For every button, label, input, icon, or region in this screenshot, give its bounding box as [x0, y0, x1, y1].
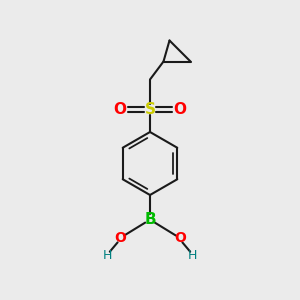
Text: B: B	[144, 212, 156, 226]
Text: O: O	[113, 102, 127, 117]
Text: O: O	[173, 102, 187, 117]
Text: H: H	[103, 249, 112, 262]
Text: O: O	[174, 232, 186, 245]
Text: O: O	[114, 232, 126, 245]
Text: H: H	[188, 249, 197, 262]
Text: S: S	[145, 102, 155, 117]
